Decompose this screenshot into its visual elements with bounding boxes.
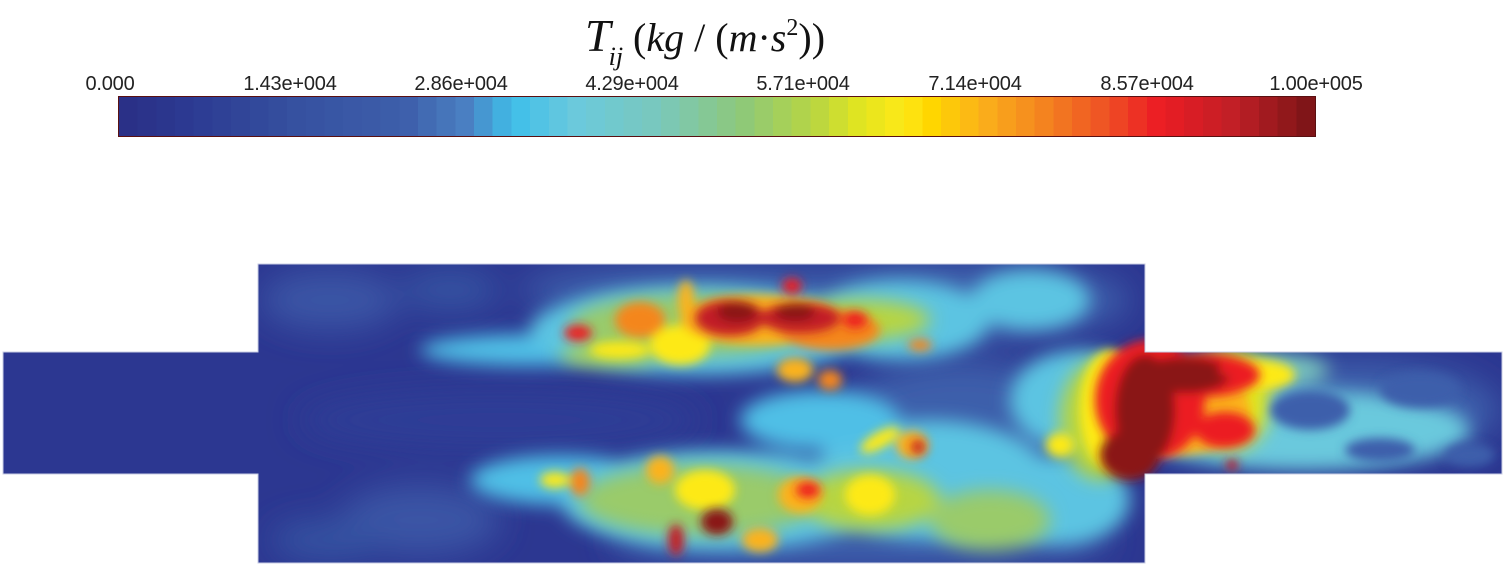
domain-outline (2, 263, 1503, 564)
flow-domain (3, 264, 1502, 563)
colorbar-tick-label: 8.57e+004 (1100, 73, 1194, 95)
colorbar (118, 96, 1316, 137)
title-units-s: s (770, 15, 787, 60)
colorbar-tick-label: 2.86e+004 (414, 73, 508, 95)
title-slash: / ( (684, 15, 729, 60)
title-units-m: m (728, 15, 758, 60)
title-units-close: )) (798, 15, 826, 60)
colorbar-tick-label: 0.000 (85, 73, 135, 95)
title-symbol: T (585, 10, 611, 61)
colorbar-tick-label: 1.00e+005 (1269, 73, 1363, 95)
colorbar-title: Tij (kg / (m·s2)) (585, 8, 826, 71)
colorbar-tick-label: 1.43e+004 (243, 73, 337, 95)
colorbar-tick-label: 5.71e+004 (756, 73, 850, 95)
colorbar-tick-label: 7.14e+004 (928, 73, 1022, 95)
title-units-kg: kg (646, 15, 685, 60)
title-subscript: ij (608, 42, 624, 71)
title-superscript: 2 (786, 15, 799, 41)
colorbar-tick-label: 4.29e+004 (585, 73, 679, 95)
title-dot: · (757, 15, 771, 60)
title-units-open: ( (633, 15, 647, 60)
